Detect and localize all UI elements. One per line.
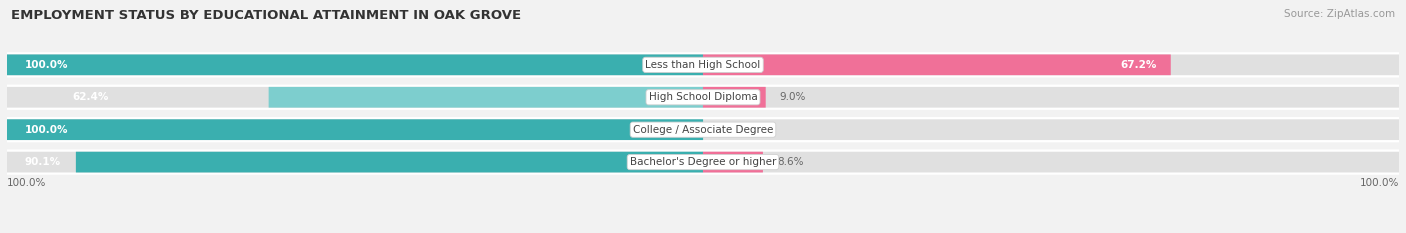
FancyBboxPatch shape	[7, 87, 703, 108]
FancyBboxPatch shape	[703, 119, 1399, 140]
Text: High School Diploma: High School Diploma	[648, 92, 758, 102]
FancyBboxPatch shape	[703, 55, 1171, 75]
Text: 62.4%: 62.4%	[73, 92, 108, 102]
Text: 100.0%: 100.0%	[7, 178, 46, 188]
Text: 67.2%: 67.2%	[1121, 60, 1157, 70]
FancyBboxPatch shape	[7, 52, 1399, 78]
FancyBboxPatch shape	[703, 55, 1399, 75]
FancyBboxPatch shape	[7, 55, 703, 75]
FancyBboxPatch shape	[7, 119, 703, 140]
Text: Less than High School: Less than High School	[645, 60, 761, 70]
Text: Bachelor's Degree or higher: Bachelor's Degree or higher	[630, 157, 776, 167]
FancyBboxPatch shape	[7, 119, 703, 140]
FancyBboxPatch shape	[7, 117, 1399, 142]
Text: Source: ZipAtlas.com: Source: ZipAtlas.com	[1284, 9, 1395, 19]
FancyBboxPatch shape	[7, 85, 1399, 110]
FancyBboxPatch shape	[703, 87, 766, 108]
Text: 100.0%: 100.0%	[24, 60, 67, 70]
Text: 9.0%: 9.0%	[779, 92, 806, 102]
FancyBboxPatch shape	[7, 152, 703, 172]
Text: College / Associate Degree: College / Associate Degree	[633, 125, 773, 135]
FancyBboxPatch shape	[7, 55, 703, 75]
FancyBboxPatch shape	[703, 152, 1399, 172]
Text: 100.0%: 100.0%	[1360, 178, 1399, 188]
Text: 90.1%: 90.1%	[24, 157, 60, 167]
FancyBboxPatch shape	[76, 152, 703, 172]
Text: EMPLOYMENT STATUS BY EDUCATIONAL ATTAINMENT IN OAK GROVE: EMPLOYMENT STATUS BY EDUCATIONAL ATTAINM…	[11, 9, 522, 22]
FancyBboxPatch shape	[269, 87, 703, 108]
FancyBboxPatch shape	[703, 87, 1399, 108]
Text: 100.0%: 100.0%	[24, 125, 67, 135]
FancyBboxPatch shape	[7, 149, 1399, 175]
Text: 8.6%: 8.6%	[776, 157, 803, 167]
FancyBboxPatch shape	[703, 152, 763, 172]
Text: 0.0%: 0.0%	[717, 125, 744, 135]
